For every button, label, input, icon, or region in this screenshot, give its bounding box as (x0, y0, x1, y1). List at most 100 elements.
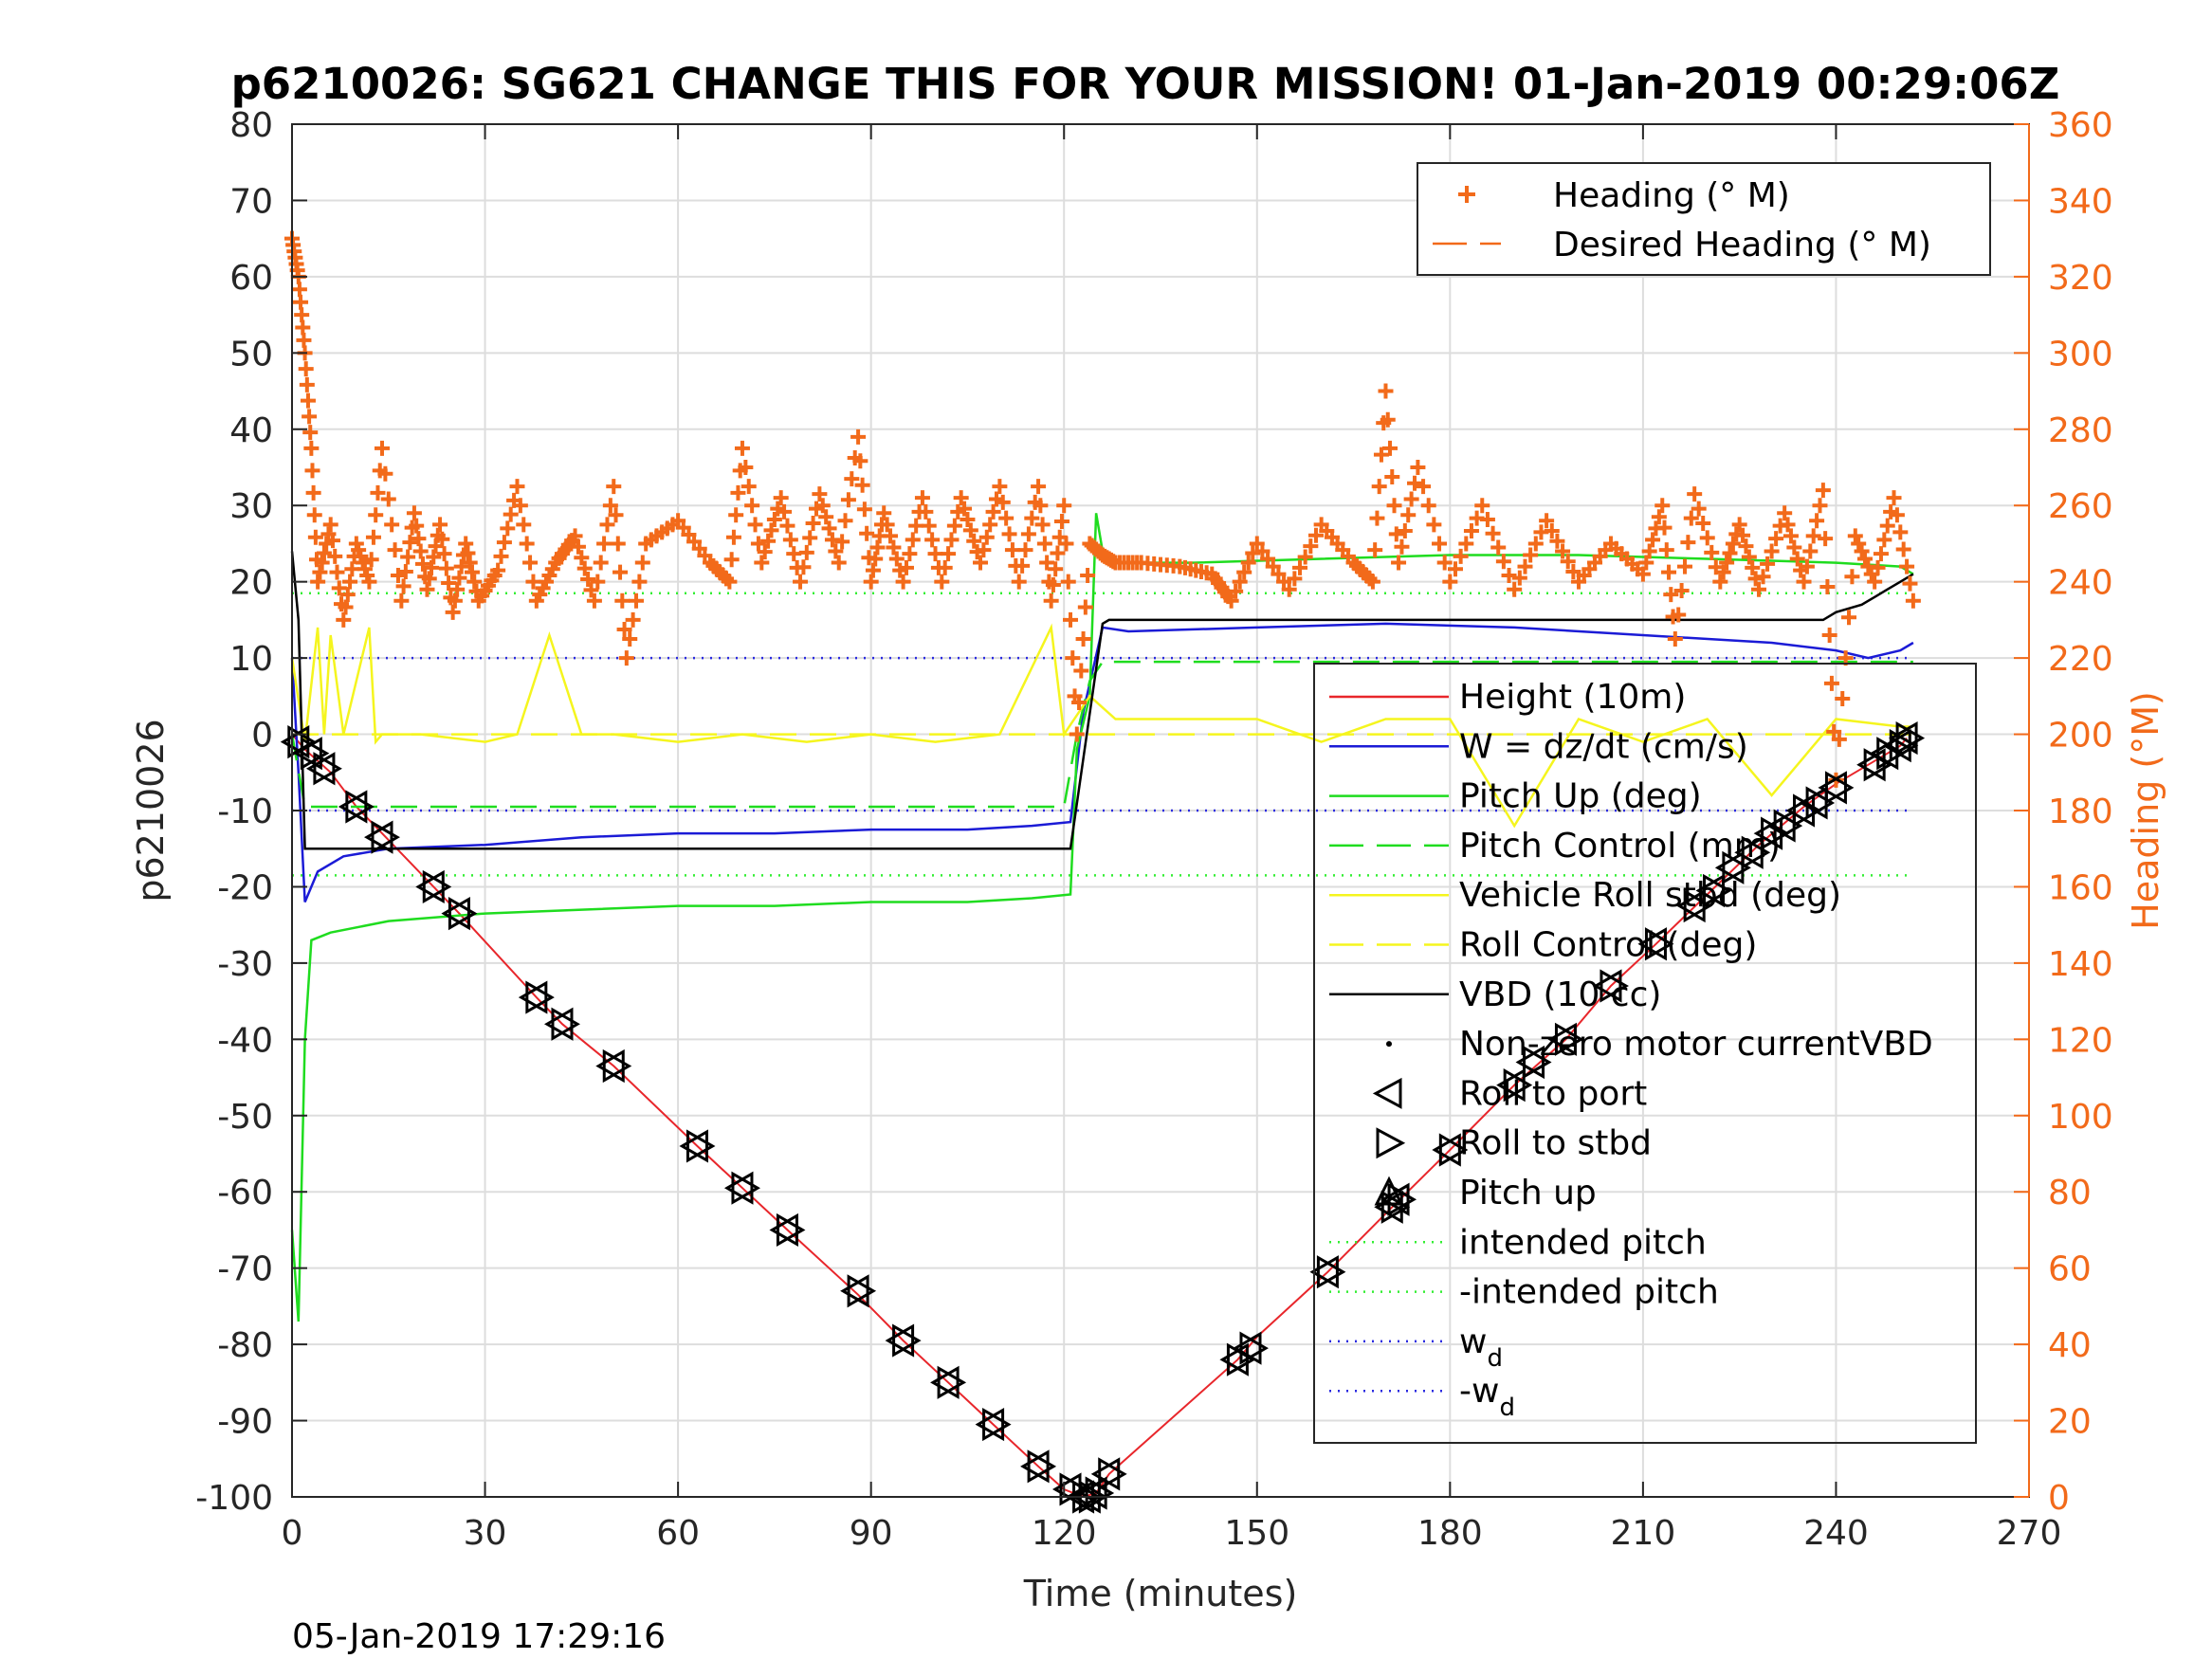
heading-point (466, 574, 483, 590)
roll-marker (1090, 1457, 1127, 1491)
heading-point (1240, 555, 1256, 571)
heading-point (814, 498, 831, 514)
heading-point (414, 556, 430, 572)
roll-marker (441, 897, 478, 931)
roll-to-stbd-marker (937, 1365, 967, 1399)
heading-point (1077, 599, 1093, 615)
roll-to-stbd-marker (1683, 888, 1713, 923)
heading-point (1539, 513, 1555, 529)
heading-point (1782, 528, 1799, 544)
series-w-dz-dt-cm-s (290, 622, 1914, 902)
heading-point (957, 501, 973, 517)
heading-point (992, 479, 1008, 495)
roll-to-port-marker (1818, 771, 1847, 805)
heading-point (1056, 498, 1072, 514)
roll-to-stbd-marker (1503, 1068, 1533, 1103)
heading-point (828, 543, 844, 559)
heading-point (1902, 575, 1918, 592)
y-tick-right-label: 60 (2048, 1250, 2092, 1289)
legend-bottom-entry: Pitch Up (deg) (1329, 777, 1702, 816)
heading-point (1400, 507, 1417, 523)
roll-to-port-marker (1695, 873, 1726, 908)
roll-marker (1818, 771, 1855, 805)
heading-point (419, 581, 435, 597)
heading-point (863, 574, 879, 590)
heading-point (773, 490, 789, 506)
heading-point (1789, 551, 1805, 567)
heading-point (387, 542, 403, 558)
heading-point (763, 522, 779, 538)
heading-point (596, 536, 612, 552)
heading-point (779, 518, 795, 534)
legend-bottom-entry: -intended pitch (1329, 1273, 1719, 1312)
roll-to-stbd-marker (776, 1212, 806, 1248)
heading-point (859, 525, 875, 541)
heading-point (1873, 546, 1889, 562)
roll-to-port-marker (1547, 1022, 1577, 1056)
heading-point (1373, 447, 1389, 463)
heading-point (782, 532, 798, 548)
legend-top-label: Desired Heading (° M) (1553, 226, 1931, 264)
y-tick-label: -100 (195, 1479, 273, 1518)
heading-point (409, 518, 425, 534)
roll-to-stbd-marker (1722, 850, 1751, 884)
heading-point (1223, 592, 1239, 609)
y-tick-right-label: 360 (2048, 106, 2113, 145)
heading-point (1671, 607, 1687, 623)
roll-to-port-marker (975, 1407, 1005, 1442)
heading-point (1812, 498, 1828, 514)
heading-point (616, 621, 632, 637)
heading-point (331, 580, 347, 596)
heading-point (1011, 574, 1027, 590)
roll-to-port-marker (1020, 1449, 1050, 1484)
heading-point (464, 564, 480, 580)
heading-point (1549, 533, 1565, 549)
heading-point (1676, 558, 1692, 574)
heading-point (837, 513, 853, 529)
heading-point (1065, 650, 1081, 666)
legend-bottom-label: Roll to stbd (1459, 1124, 1652, 1163)
roll-to-stbd-marker (525, 980, 555, 1014)
heading-point (1367, 542, 1383, 558)
legend-bottom-entry: wd (1329, 1322, 1503, 1373)
heading-point (934, 574, 950, 590)
roll-to-stbd-marker (847, 1274, 877, 1308)
heading-point (516, 517, 532, 533)
heading-point (336, 611, 352, 628)
y-tick-label: 20 (229, 564, 273, 603)
heading-point (1805, 528, 1821, 544)
y-tick-label: -60 (217, 1174, 273, 1212)
heading-point (1786, 539, 1802, 556)
heading-point (1071, 695, 1088, 711)
heading-point (1004, 542, 1020, 558)
roll-to-stbd-marker (686, 1129, 716, 1163)
heading-point (1847, 528, 1863, 544)
heading-point (445, 604, 461, 620)
roll-to-port-marker (1515, 1045, 1545, 1080)
y-tick-right-label: 200 (2048, 717, 2113, 756)
heading-point (812, 486, 828, 502)
heading-point (296, 332, 312, 348)
heading-point (500, 520, 516, 537)
heading-point (1073, 663, 1089, 679)
heading-point (728, 507, 744, 523)
heading-point (1386, 498, 1402, 514)
heading-point (1691, 501, 1707, 517)
heading-point (1654, 498, 1671, 514)
heading-point (1287, 571, 1303, 587)
heading-point (1645, 532, 1661, 548)
footer-timestamp: 05-Jan-2019 17:29:16 (292, 1617, 666, 1656)
heading-point (583, 582, 599, 598)
roll-to-stbd-marker (313, 752, 342, 786)
heading-point (1436, 555, 1453, 571)
y-tick-right-label: 0 (2048, 1479, 2070, 1518)
heading-point (447, 592, 463, 609)
heading-point (1895, 541, 1911, 557)
x-tick-label: 120 (1032, 1514, 1097, 1553)
heading-point (590, 574, 606, 590)
heading-point (1735, 527, 1751, 543)
legend-bottom-entry: Roll to stbd (1376, 1124, 1652, 1163)
roll-to-stbd-marker (1741, 835, 1771, 869)
roll-to-stbd-marker (345, 790, 375, 824)
heading-point (625, 611, 641, 628)
